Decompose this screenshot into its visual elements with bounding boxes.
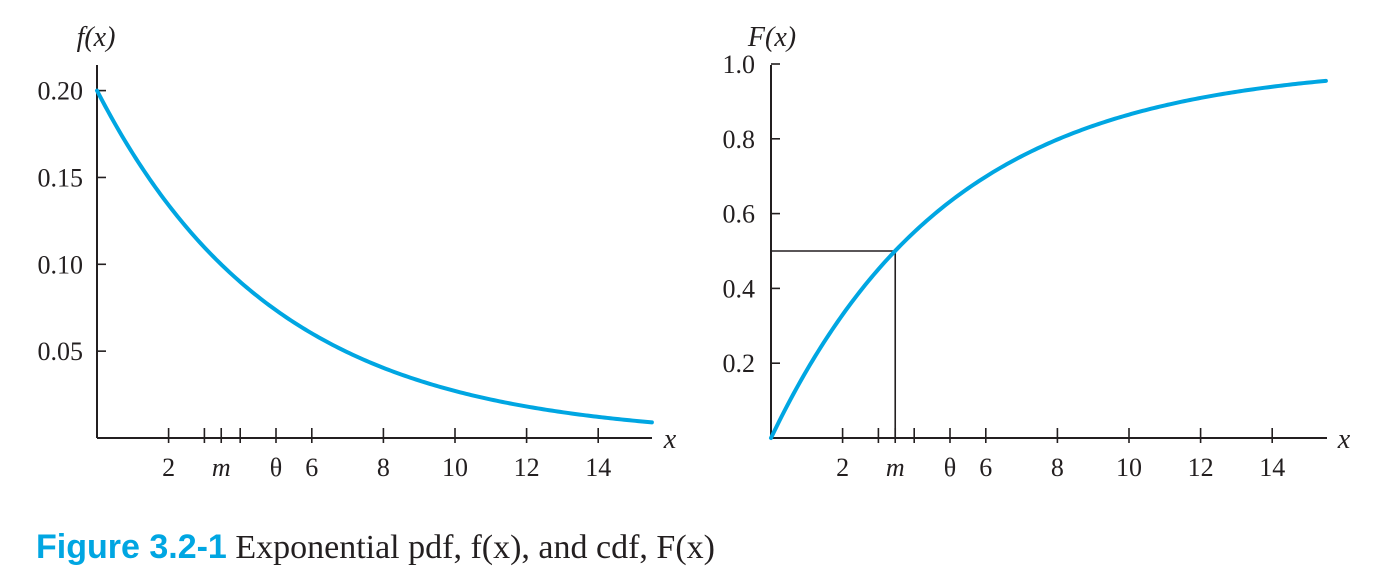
x-tick-label: 10 [442,453,468,482]
y-tick-label: 0.2 [723,349,756,378]
y-axis-label: f(x) [77,22,116,53]
caption-text: Exponential pdf, f(x), and cdf, F(x) [235,529,715,566]
x-axis-label: x [663,424,677,455]
x-tick-label: 14 [585,453,611,482]
y-tick-label: 0.05 [38,337,84,366]
y-tick-label: 0.4 [723,274,756,303]
caption-label: Figure 3.2-1 [36,528,227,566]
x-tick-label: 14 [1259,453,1285,482]
y-tick-label: 0.20 [38,77,84,106]
y-tick-label: 0.10 [38,250,84,279]
x-tick-label: 10 [1116,453,1142,482]
figure-caption: Figure 3.2-1 Exponential pdf, f(x), and … [36,528,715,567]
y-tick-label: 0.8 [723,125,756,154]
x-axis-label: x [1337,424,1351,455]
series-curve [95,88,654,425]
x-tick-label: m [212,453,231,482]
x-tick-label: 12 [1188,453,1214,482]
x-tick-label: m [886,453,905,482]
pdf-chart: 0.05 0.10 0.15 0.20 2 m θ 6 8 10 12 14 x f(x) [38,22,677,482]
y-tick-label: 0.6 [723,200,756,229]
x-tick-label: 2 [836,453,849,482]
x-tick-label: 8 [377,453,390,482]
series-curve [769,78,1328,440]
x-tick-label: 6 [979,453,992,482]
x-tick-label: 8 [1051,453,1064,482]
x-tick-label: θ [270,453,282,482]
x-tick-label: θ [944,453,956,482]
cdf-chart: 0.2 0.4 0.6 0.8 1.0 2 m θ 6 8 10 12 14 x F(x) [723,22,1351,482]
x-tick-label: 2 [162,453,175,482]
y-tick-label: 0.15 [38,163,84,192]
x-tick-label: 6 [305,453,318,482]
x-tick-label: 12 [514,453,540,482]
y-axis-label: F(x) [747,22,796,53]
y-tick-label: 1.0 [723,50,756,79]
